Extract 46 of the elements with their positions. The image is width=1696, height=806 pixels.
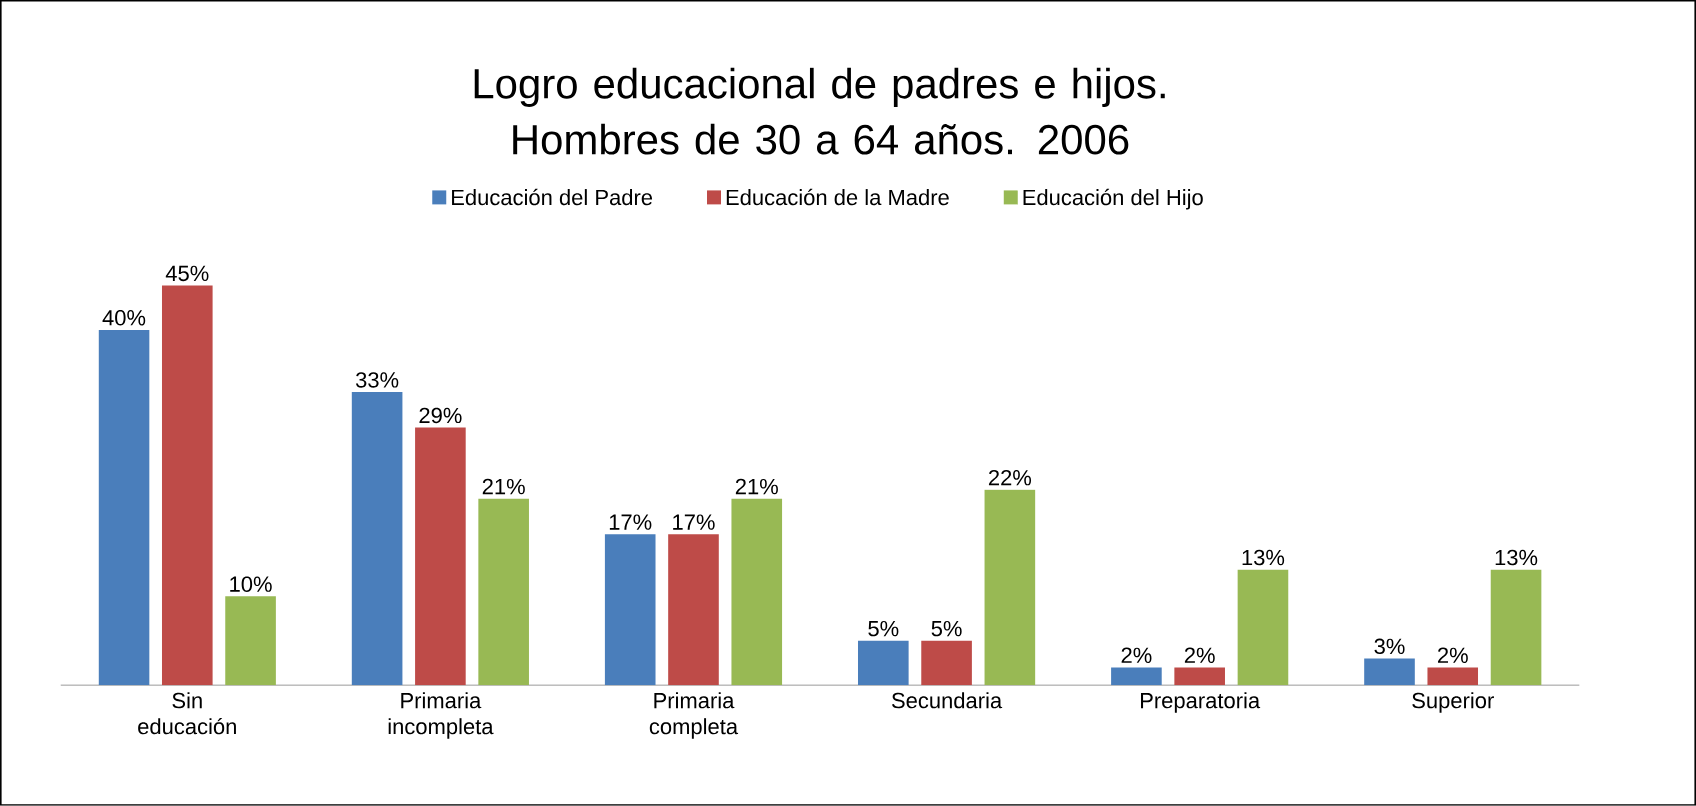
- data-label: 40%: [102, 310, 146, 326]
- x-tick-label: Superior: [1412, 692, 1494, 713]
- bar: [351, 392, 403, 686]
- data-label: 29%: [419, 407, 462, 424]
- data-label: 5%: [931, 620, 962, 637]
- x-tick-label: Primaria completa: [649, 692, 739, 739]
- bar: [161, 285, 213, 686]
- bar: [98, 330, 150, 686]
- bar: [1364, 658, 1415, 686]
- data-label: 2%: [1121, 647, 1152, 664]
- bar: [1427, 667, 1479, 686]
- bar: [1111, 667, 1162, 686]
- data-label: 2%: [1437, 647, 1468, 664]
- data-label: 21%: [482, 478, 525, 495]
- legend-label: Educación de la Madre: [726, 188, 949, 206]
- data-label: 22%: [988, 470, 1032, 486]
- data-label: 13%: [1495, 549, 1538, 566]
- bar: [858, 640, 909, 686]
- data-label: 21%: [735, 478, 778, 495]
- legend-label: Educación del Hijo: [1023, 188, 1203, 210]
- bar: [478, 498, 529, 686]
- data-label: 3%: [1374, 638, 1405, 655]
- data-label: 45%: [165, 265, 209, 282]
- data-label: 5%: [868, 620, 899, 637]
- x-tick-label: Sin educación: [138, 692, 236, 735]
- bar: [1490, 569, 1542, 686]
- data-label: 2%: [1184, 647, 1215, 664]
- bar: [1237, 569, 1289, 686]
- bar: [225, 596, 276, 686]
- bar: [668, 534, 719, 686]
- bar: [731, 498, 783, 686]
- chart-title: Logro educacional de padres e hijos. Hombres de 30 a 64 años. 2006: [474, 67, 1165, 155]
- x-tick-label: Secundaria: [891, 692, 1003, 709]
- data-label: 33%: [355, 372, 399, 388]
- bar: [921, 640, 972, 686]
- bar: [604, 534, 656, 686]
- data-label: 17%: [609, 514, 652, 530]
- bar: [1174, 667, 1225, 686]
- x-tick-label: Preparatoria: [1141, 692, 1261, 713]
- x-tick-label: Primaria incompleta: [388, 692, 494, 739]
- bar: [415, 427, 466, 686]
- data-label: 13%: [1242, 549, 1285, 566]
- bar: [984, 489, 1036, 686]
- legend-label: Educación del Padre: [452, 188, 653, 206]
- data-label: 17%: [673, 514, 715, 530]
- data-label: 10%: [230, 576, 272, 593]
